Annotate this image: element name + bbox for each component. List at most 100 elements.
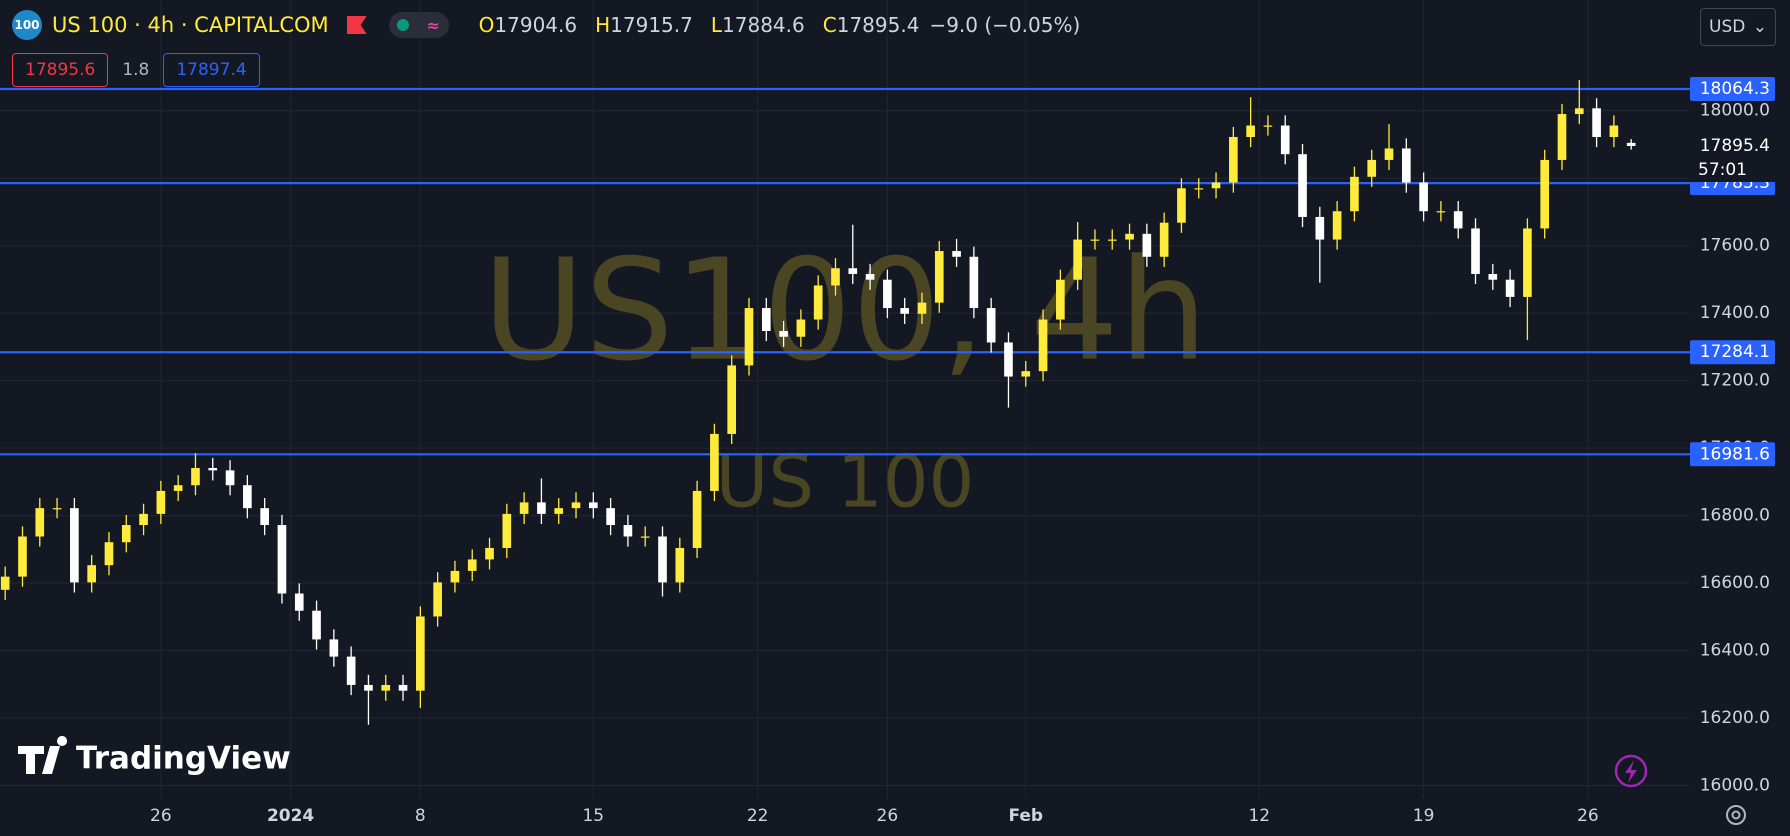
candle-body <box>1626 142 1636 146</box>
spread: 1.8 <box>122 60 150 80</box>
candle-body <box>1592 108 1601 137</box>
x-tick-label: 12 <box>1248 806 1270 826</box>
y-tick-label: 16600.0 <box>1700 573 1770 593</box>
watermark-subtitle: US 100 <box>716 440 975 524</box>
candle-body <box>277 525 287 594</box>
candle-body <box>588 502 598 509</box>
candle-body <box>537 502 546 514</box>
candle-body <box>744 308 754 366</box>
candle-body <box>1298 154 1307 217</box>
candle-body <box>1367 159 1377 177</box>
x-tick-label: 26 <box>1577 806 1599 826</box>
level-label-bg <box>1690 76 1775 101</box>
candle-body <box>398 684 408 691</box>
currency-select[interactable]: USD ⌄ <box>1700 8 1776 46</box>
change: −9.0 (−0.05%) <box>929 13 1081 37</box>
grid <box>0 0 1690 799</box>
ohlc-label: L <box>710 13 723 37</box>
level-label-bg <box>1690 340 1775 365</box>
x-tick-label: 19 <box>1413 806 1435 826</box>
candle-body <box>1090 239 1100 241</box>
candle-body <box>433 582 442 617</box>
candle-body <box>606 508 615 526</box>
axes: 16000.016200.016400.016600.016800.017000… <box>150 76 1790 826</box>
candle-body <box>554 508 564 514</box>
candle-body <box>173 485 183 491</box>
candle-body <box>450 570 460 583</box>
candle-body <box>571 502 581 509</box>
candle-body <box>1038 319 1048 372</box>
lightning-icon <box>1625 760 1637 783</box>
candle-body <box>831 268 840 286</box>
candle-body <box>1004 342 1013 377</box>
candle-body <box>727 365 737 434</box>
ohlc-label: H <box>595 13 611 37</box>
ohlc-value: 17895.4 <box>836 13 920 37</box>
currency: USD <box>1709 17 1746 37</box>
symbol-title[interactable]: US 100 · 4h · CAPITALCOM <box>52 13 329 37</box>
candle-body <box>1211 182 1221 189</box>
y-tick-label: 16800.0 <box>1700 506 1770 526</box>
candle-body <box>1488 273 1498 280</box>
candle-body <box>917 302 927 314</box>
y-tick-label: 16400.0 <box>1700 641 1770 661</box>
lightning-button[interactable] <box>1614 754 1648 788</box>
candle-body <box>1419 182 1428 212</box>
legend-bar: 100 US 100 · 4h · CAPITALCOM ≈ O17904.6 … <box>12 10 1080 40</box>
candle-body <box>1315 216 1325 240</box>
candle-body <box>381 684 391 691</box>
candle-body <box>1609 125 1619 137</box>
candle-body <box>70 508 79 583</box>
market-dot <box>397 19 410 31</box>
candle-body <box>1246 125 1255 137</box>
level-label: 18064.3 <box>1700 79 1770 99</box>
candle-body <box>225 470 235 486</box>
candle-body <box>1021 371 1031 377</box>
candle-body <box>1073 239 1082 280</box>
candle-body <box>934 251 944 303</box>
y-tick-label: 17400.0 <box>1700 303 1770 323</box>
x-tick-label: 26 <box>877 806 899 826</box>
candle-body <box>623 525 633 537</box>
candle-body <box>18 536 27 577</box>
candle-body <box>986 308 996 343</box>
settings-button[interactable] <box>1726 805 1746 825</box>
dropdown-arrow: ⌄ <box>1752 17 1767 37</box>
candle-body <box>1540 159 1550 229</box>
candle-body <box>883 279 892 309</box>
candle-body <box>156 490 166 514</box>
candle-body <box>1194 188 1204 190</box>
level-label-bg <box>1690 442 1775 467</box>
candle-body <box>87 565 97 583</box>
level-label: 17284.1 <box>1700 342 1770 362</box>
flag-icon[interactable] <box>346 16 367 34</box>
logo-mark <box>18 736 68 774</box>
candle-body <box>260 508 269 526</box>
candle-body <box>952 251 961 257</box>
sell-button[interactable]: 17895.6 <box>12 53 109 87</box>
buy-button[interactable]: 17897.4 <box>163 53 260 87</box>
candle-body <box>294 593 304 611</box>
symbol-badge: 100 <box>12 10 42 40</box>
candle-body <box>900 308 910 314</box>
candle-body <box>779 331 788 337</box>
candle-body <box>1523 228 1532 297</box>
candle-body <box>1505 279 1515 297</box>
candle-body <box>675 547 685 583</box>
candle-body <box>813 285 823 320</box>
tradingview-logo: TradingView <box>18 736 291 777</box>
candle-body <box>692 490 702 548</box>
candle-body <box>865 273 875 280</box>
candle-body <box>0 576 10 590</box>
candle-body <box>208 467 218 471</box>
candle-body <box>796 319 806 337</box>
candle-body <box>104 542 114 566</box>
settings-icon <box>1731 810 1741 820</box>
candle-body <box>243 485 252 509</box>
candle-body <box>1056 279 1065 320</box>
candle-body <box>139 513 148 526</box>
status-pill[interactable]: ≈ <box>388 12 449 38</box>
y-tick-label: 17200.0 <box>1700 371 1770 391</box>
